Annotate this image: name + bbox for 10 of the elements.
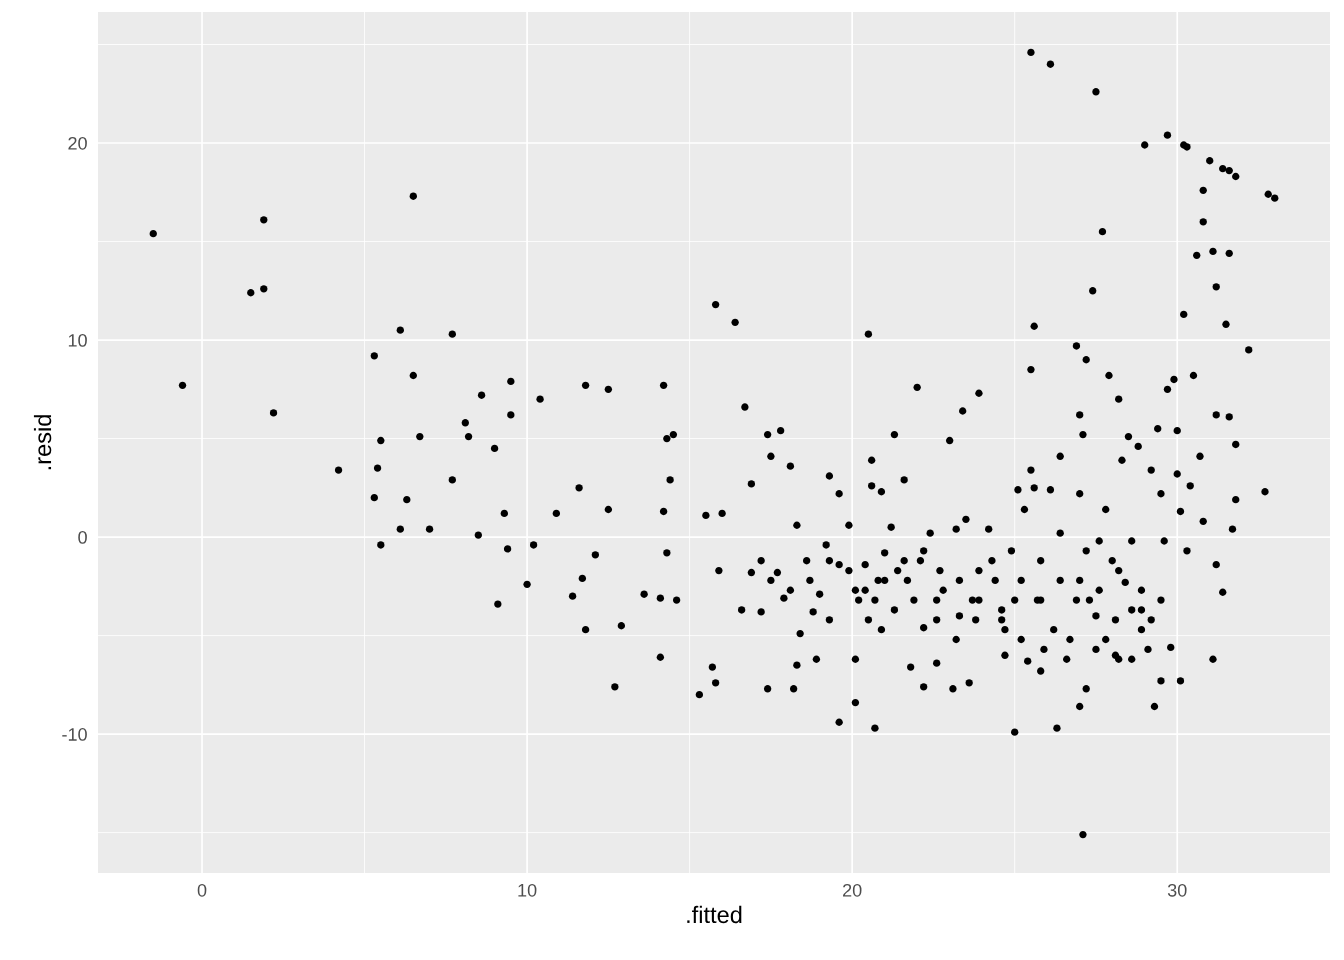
x-tick-label: 0 [197, 883, 207, 897]
x-axis-title: .fitted [687, 905, 742, 924]
x-tick-label: 10 [518, 883, 537, 897]
y-tick-label: 0 [78, 531, 87, 544]
y-tick-label: 10 [68, 333, 87, 347]
y-axis-title: .resid [33, 415, 52, 470]
y-tick-label: 20 [68, 136, 87, 150]
x-tick-label: 20 [843, 883, 862, 897]
y-tick-label: -10 [62, 728, 87, 741]
x-tick-label: 30 [1167, 883, 1187, 897]
